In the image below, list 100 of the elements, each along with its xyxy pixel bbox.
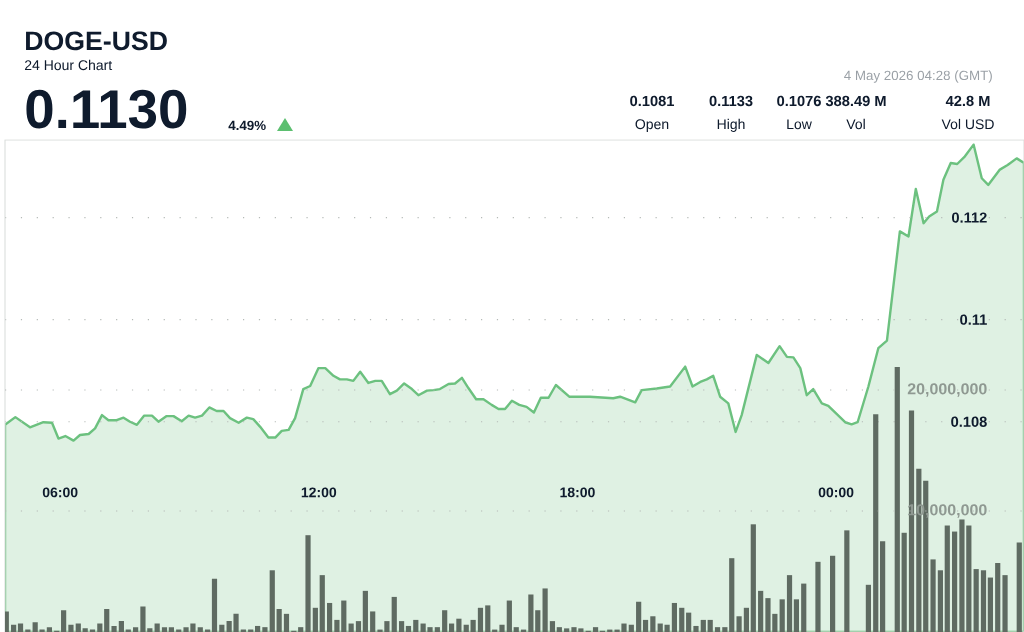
bar [470, 619, 476, 632]
bar [456, 618, 462, 632]
bar [736, 616, 742, 632]
chart-title: DOGE-USD [26, 31, 167, 51]
x-tick-label: 18:00 [560, 487, 595, 498]
bar [786, 575, 793, 632]
bar [68, 624, 74, 632]
bar [197, 627, 203, 632]
bar [219, 624, 225, 632]
bar [355, 621, 362, 632]
bar [987, 577, 993, 632]
bar [1002, 575, 1008, 632]
bar [865, 584, 871, 632]
bar [937, 570, 943, 632]
bar [477, 607, 484, 632]
bar [628, 624, 634, 632]
bar [283, 613, 290, 632]
chart-subtitle: 24 Hour Chart [24, 59, 113, 71]
bar [636, 601, 642, 632]
bar [679, 607, 685, 632]
bar [815, 561, 821, 632]
bar [779, 599, 785, 632]
bar [448, 623, 455, 632]
bar [391, 596, 397, 632]
bar [370, 611, 376, 632]
bar [880, 541, 886, 632]
bar [319, 575, 325, 632]
x-tick-label: 06:00 [42, 487, 78, 498]
bar [743, 607, 750, 632]
bar [46, 627, 52, 632]
y-tick-label: 0.112 [951, 212, 987, 223]
x-tick-label: 12:00 [301, 487, 337, 498]
y-tick-label: 0.108 [951, 416, 987, 427]
bar [97, 623, 103, 632]
bar [758, 590, 764, 632]
bar [312, 607, 318, 632]
bar [463, 624, 469, 632]
bar [707, 619, 713, 632]
bar [830, 555, 836, 632]
bar [801, 583, 807, 632]
bar [133, 627, 139, 632]
bar [11, 624, 17, 632]
bar [952, 531, 958, 632]
bar [564, 628, 570, 632]
bar [255, 625, 261, 632]
bar [556, 627, 562, 632]
text: Vol [846, 118, 865, 130]
bar [269, 570, 275, 632]
bar [1016, 542, 1022, 632]
bar [528, 594, 534, 632]
text: 0.1081 [630, 95, 675, 107]
bar [693, 625, 699, 632]
bar [17, 623, 24, 632]
bar [650, 616, 656, 632]
y-tick-label: 0.11 [960, 314, 987, 325]
bar [362, 590, 368, 632]
bar [5, 611, 9, 632]
text: 0.1130 [26, 89, 187, 129]
text: 42.8 M [945, 95, 990, 107]
bar [901, 532, 907, 632]
text: Open [635, 119, 669, 132]
bar [168, 627, 174, 632]
bar [262, 627, 268, 632]
bar [211, 578, 218, 632]
bar [873, 414, 879, 632]
bar [793, 599, 800, 632]
bar [894, 367, 900, 632]
bar [348, 623, 354, 632]
bar [485, 605, 491, 632]
bar [434, 627, 440, 632]
bar [154, 623, 160, 632]
bar [398, 621, 405, 632]
bar [750, 524, 756, 632]
bar [513, 627, 519, 632]
text: 0.1133 [709, 95, 753, 107]
bar [542, 588, 548, 632]
bar [714, 627, 721, 632]
bar [405, 625, 412, 632]
bar [111, 625, 117, 632]
bar [671, 602, 678, 632]
bar [442, 610, 448, 632]
bar [930, 559, 936, 632]
text: 0.1076 [777, 95, 821, 107]
bar [305, 535, 311, 632]
bar [549, 621, 556, 632]
bar [700, 619, 706, 632]
bar [980, 570, 987, 632]
bar [298, 627, 304, 632]
bar [944, 525, 950, 632]
text: Low [787, 119, 812, 130]
bar [535, 610, 541, 632]
bar [722, 627, 728, 632]
bar [973, 569, 979, 632]
text: Vol USD [941, 118, 994, 130]
bar [592, 627, 599, 632]
bar [118, 621, 124, 632]
bar [413, 619, 419, 632]
bar [276, 609, 282, 632]
bar [61, 610, 67, 632]
text: 4.49% [228, 120, 266, 131]
